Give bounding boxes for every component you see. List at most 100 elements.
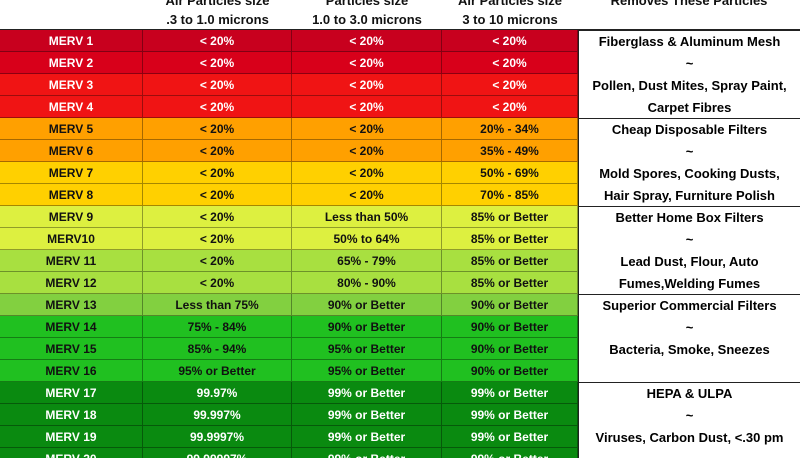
group-line: ~	[685, 320, 694, 335]
efficiency-3-10-cell: 99% or Better	[442, 448, 578, 458]
efficiency-3-10-cell: < 20%	[442, 52, 578, 74]
merv-rating-cell: MERV 2	[0, 52, 143, 74]
merv-rating-cell: MERV 13	[0, 294, 143, 316]
efficiency-10-30-cell: 90% or Better	[292, 294, 442, 316]
efficiency-03-10-cell: < 20%	[143, 250, 292, 272]
group-line: Superior Commercial Filters	[602, 298, 777, 313]
efficiency-03-10-cell: < 20%	[143, 118, 292, 140]
particle-group: Cheap Disposable Filters ~ Mold Spores, Co…	[578, 118, 800, 206]
group-line: Bacteria, Smoke, Sneezes	[609, 342, 770, 357]
group-line: Fumes,Welding Fumes	[618, 276, 761, 291]
efficiency-03-10-cell: 85% - 94%	[143, 338, 292, 360]
particle-group: Fiberglass & Aluminum Mesh ~ Pollen, Dust …	[578, 30, 800, 118]
efficiency-3-10-cell: 85% or Better	[442, 272, 578, 294]
group-line: Pollen, Dust Mites, Spray Paint,	[592, 78, 787, 93]
merv-rating-cell: MERV 4	[0, 96, 143, 118]
group-line	[579, 449, 800, 458]
merv-rating-cell: MERV 16	[0, 360, 143, 382]
table-row: MERV 6 < 20% < 20% 35% - 49%	[0, 140, 578, 162]
efficiency-03-10-cell: < 20%	[143, 206, 292, 228]
header-10-30-microns: Particles size 1.0 to 3.0 microns	[292, 0, 442, 29]
group-line: Cheap Disposable Filters	[611, 122, 768, 137]
table-row: MERV 18 99.997% 99% or Better 99% or Better	[0, 404, 578, 426]
table-row: MERV 9 < 20% Less than 50% 85% or Better	[0, 206, 578, 228]
efficiency-03-10-cell: < 20%	[143, 74, 292, 96]
particle-group: Superior Commercial Filters ~ Bacteria, Sm…	[578, 294, 800, 382]
efficiency-03-10-cell: < 20%	[143, 30, 292, 52]
efficiency-10-30-cell: 99% or Better	[292, 426, 442, 448]
efficiency-10-30-cell: 65% - 79%	[292, 250, 442, 272]
efficiency-10-30-cell: 95% or Better	[292, 338, 442, 360]
header-3-10-microns: Air Particles size 3 to 10 microns	[442, 0, 578, 29]
efficiency-10-30-cell: < 20%	[292, 184, 442, 206]
group-line: ~	[685, 408, 694, 423]
efficiency-10-30-cell: < 20%	[292, 140, 442, 162]
header-rating	[0, 0, 143, 29]
header-line-1: Air Particles size	[457, 0, 563, 8]
efficiency-3-10-cell: < 20%	[442, 96, 578, 118]
efficiency-3-10-cell: 50% - 69%	[442, 162, 578, 184]
table-row: MERV 13 Less than 75% 90% or Better 90% or …	[0, 294, 578, 316]
merv-rating-cell: MERV 5	[0, 118, 143, 140]
efficiency-3-10-cell: < 20%	[442, 30, 578, 52]
particle-group: Better Home Box Filters ~ Lead Dust, Flour…	[578, 206, 800, 294]
group-line: HEPA & ULPA	[646, 386, 733, 401]
table-row: MERV 5 < 20% < 20% 20% - 34%	[0, 118, 578, 140]
header-03-10-microns: Air Particles size .3 to 1.0 microns	[143, 0, 292, 29]
efficiency-3-10-cell: 99% or Better	[442, 426, 578, 448]
efficiency-3-10-cell: 85% or Better	[442, 250, 578, 272]
header-divider	[0, 29, 800, 30]
table-row: MERV 17 99.97% 99% or Better 99% or Better	[0, 382, 578, 404]
efficiency-03-10-cell: 99.9997%	[143, 426, 292, 448]
efficiency-10-30-cell: < 20%	[292, 30, 442, 52]
group-line: Lead Dust, Flour, Auto	[620, 254, 759, 269]
efficiency-3-10-cell: 99% or Better	[442, 382, 578, 404]
merv-rating-cell: MERV 18	[0, 404, 143, 426]
efficiency-10-30-cell: < 20%	[292, 162, 442, 184]
efficiency-3-10-cell: 90% or Better	[442, 294, 578, 316]
efficiency-10-30-cell: 95% or Better	[292, 360, 442, 382]
efficiency-10-30-cell: < 20%	[292, 118, 442, 140]
table-row: MERV 11 < 20% 65% - 79% 85% or Better	[0, 250, 578, 272]
merv-rating-cell: MERV 20	[0, 448, 143, 458]
efficiency-10-30-cell: 50% to 64%	[292, 228, 442, 250]
table-row: MERV 12 < 20% 80% - 90% 85% or Better	[0, 272, 578, 294]
merv-rating-cell: MERV 12	[0, 272, 143, 294]
efficiency-03-10-cell: < 20%	[143, 228, 292, 250]
merv-rating-cell: MERV 11	[0, 250, 143, 272]
efficiency-3-10-cell: 85% or Better	[442, 206, 578, 228]
efficiency-3-10-cell: 20% - 34%	[442, 118, 578, 140]
efficiency-10-30-cell: 99% or Better	[292, 382, 442, 404]
merv-rating-cell: MERV 3	[0, 74, 143, 96]
table-row: MERV 1 < 20% < 20% < 20%	[0, 30, 578, 52]
merv-rating-cell: MERV10	[0, 228, 143, 250]
merv-rating-cell: MERV 19	[0, 426, 143, 448]
efficiency-10-30-cell: < 20%	[292, 74, 442, 96]
group-line	[579, 361, 800, 383]
efficiency-3-10-cell: 85% or Better	[442, 228, 578, 250]
merv-rating-cell: MERV 1	[0, 30, 143, 52]
table-row: MERV 19 99.9997% 99% or Better 99% or Bette…	[0, 426, 578, 448]
group-line: Viruses, Carbon Dust, <.30 pm	[595, 430, 784, 445]
efficiency-03-10-cell: 99.97%	[143, 382, 292, 404]
table-row: MERV 8 < 20% < 20% 70% - 85%	[0, 184, 578, 206]
merv-rating-cell: MERV 15	[0, 338, 143, 360]
table-row: MERV 14 75% - 84% 90% or Better 90% or Bett…	[0, 316, 578, 338]
group-line: Hair Spray, Furniture Polish	[604, 188, 775, 203]
merv-rating-cell: MERV 8	[0, 184, 143, 206]
merv-rating-cell: MERV 14	[0, 316, 143, 338]
efficiency-03-10-cell: 75% - 84%	[143, 316, 292, 338]
header-removes-particles: Removes These Particles	[578, 0, 800, 29]
efficiency-03-10-cell: < 20%	[143, 52, 292, 74]
efficiency-10-30-cell: 80% - 90%	[292, 272, 442, 294]
header-line-2: 3 to 10 microns	[462, 12, 558, 27]
table-row: MERV 16 95% or Better 95% or Better 90% or …	[0, 360, 578, 382]
efficiency-03-10-cell: < 20%	[143, 272, 292, 294]
efficiency-10-30-cell: Less than 50%	[292, 206, 442, 228]
table-row: MERV 2 < 20% < 20% < 20%	[0, 52, 578, 74]
efficiency-03-10-cell: 95% or Better	[143, 360, 292, 382]
table-row: MERV 3 < 20% < 20% < 20%	[0, 74, 578, 96]
efficiency-03-10-cell: < 20%	[143, 162, 292, 184]
